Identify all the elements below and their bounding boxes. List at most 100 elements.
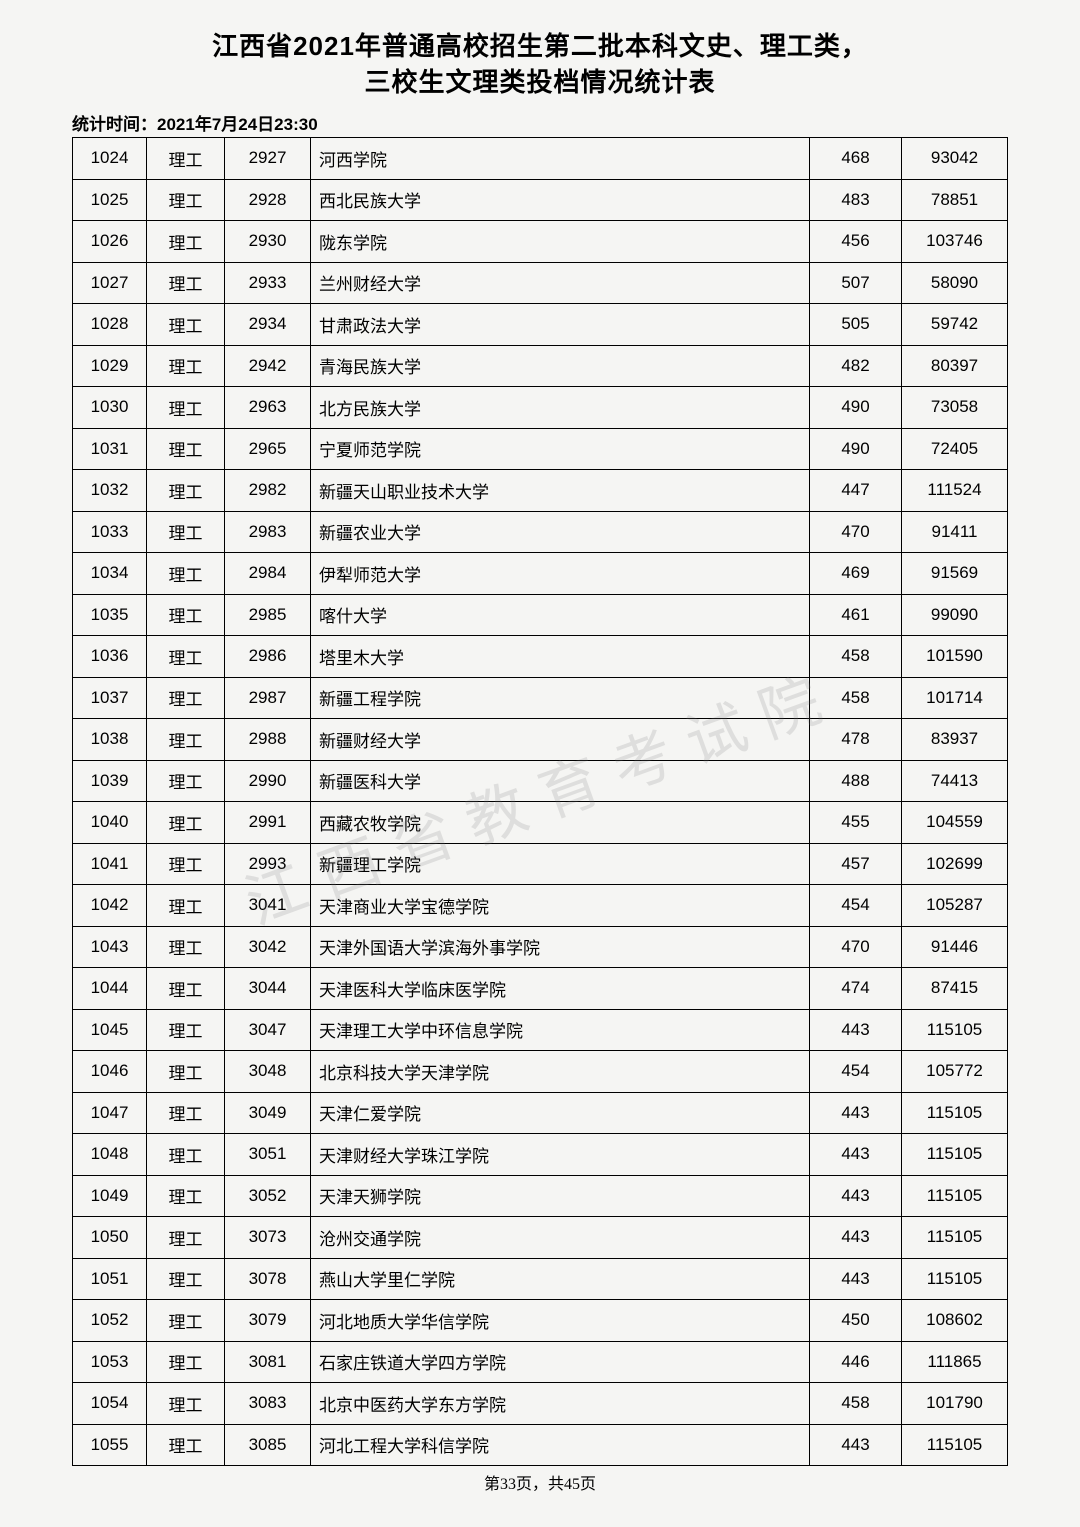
school-code-cell: 2986 — [225, 636, 311, 678]
school-name-cell: 新疆工程学院 — [311, 677, 810, 719]
score-cell: 450 — [810, 1300, 902, 1342]
school-code-cell: 2991 — [225, 802, 311, 844]
school-name-cell: 西藏农牧学院 — [311, 802, 810, 844]
stat-time-value: 2021年7月24日23:30 — [157, 115, 318, 134]
school-name-cell: 新疆医科大学 — [311, 760, 810, 802]
category-cell: 理工 — [147, 636, 225, 678]
category-cell: 理工 — [147, 428, 225, 470]
school-name-cell: 河北工程大学科信学院 — [311, 1424, 810, 1466]
stat-time: 统计时间：2021年7月24日23:30 — [72, 110, 1008, 135]
school-code-cell: 2963 — [225, 387, 311, 429]
school-code-cell: 3073 — [225, 1217, 311, 1259]
rank-cell: 99090 — [902, 594, 1008, 636]
table-row: 1046理工3048北京科技大学天津学院454105772 — [73, 1051, 1008, 1093]
seq-cell: 1052 — [73, 1300, 147, 1342]
table-row: 1050理工3073沧州交通学院443115105 — [73, 1217, 1008, 1259]
school-name-cell: 陇东学院 — [311, 221, 810, 263]
score-cell: 461 — [810, 594, 902, 636]
seq-cell: 1026 — [73, 221, 147, 263]
rank-cell: 73058 — [902, 387, 1008, 429]
score-cell: 507 — [810, 262, 902, 304]
table-row: 1054理工3083北京中医药大学东方学院458101790 — [73, 1383, 1008, 1425]
school-name-cell: 新疆财经大学 — [311, 719, 810, 761]
category-cell: 理工 — [147, 138, 225, 180]
table-body: 1024理工2927河西学院468930421025理工2928西北民族大学48… — [73, 138, 1008, 1466]
category-cell: 理工 — [147, 1051, 225, 1093]
rank-cell: 93042 — [902, 138, 1008, 180]
school-code-cell: 3049 — [225, 1092, 311, 1134]
score-cell: 443 — [810, 1217, 902, 1259]
rank-cell: 101714 — [902, 677, 1008, 719]
school-code-cell: 3078 — [225, 1258, 311, 1300]
seq-cell: 1049 — [73, 1175, 147, 1217]
school-name-cell: 天津外国语大学滨海外事学院 — [311, 926, 810, 968]
seq-cell: 1035 — [73, 594, 147, 636]
score-cell: 470 — [810, 511, 902, 553]
score-cell: 443 — [810, 1175, 902, 1217]
school-name-cell: 石家庄铁道大学四方学院 — [311, 1341, 810, 1383]
table-row: 1043理工3042天津外国语大学滨海外事学院47091446 — [73, 926, 1008, 968]
table-row: 1031理工2965宁夏师范学院49072405 — [73, 428, 1008, 470]
seq-cell: 1030 — [73, 387, 147, 429]
score-cell: 443 — [810, 1009, 902, 1051]
score-cell: 482 — [810, 345, 902, 387]
category-cell: 理工 — [147, 345, 225, 387]
school-code-cell: 3041 — [225, 885, 311, 927]
rank-cell: 111865 — [902, 1341, 1008, 1383]
category-cell: 理工 — [147, 1092, 225, 1134]
school-code-cell: 2927 — [225, 138, 311, 180]
seq-cell: 1055 — [73, 1424, 147, 1466]
table-row: 1037理工2987新疆工程学院458101714 — [73, 677, 1008, 719]
school-code-cell: 3044 — [225, 968, 311, 1010]
rank-cell: 105287 — [902, 885, 1008, 927]
table-row: 1055理工3085河北工程大学科信学院443115105 — [73, 1424, 1008, 1466]
table-row: 1039理工2990新疆医科大学48874413 — [73, 760, 1008, 802]
school-code-cell: 3081 — [225, 1341, 311, 1383]
score-cell: 505 — [810, 304, 902, 346]
page-title: 江西省2021年普通高校招生第二批本科文史、理工类， 三校生文理类投档情况统计表 — [72, 28, 1008, 100]
school-code-cell: 3052 — [225, 1175, 311, 1217]
seq-cell: 1039 — [73, 760, 147, 802]
category-cell: 理工 — [147, 553, 225, 595]
table-row: 1053理工3081石家庄铁道大学四方学院446111865 — [73, 1341, 1008, 1383]
table-row: 1052理工3079河北地质大学华信学院450108602 — [73, 1300, 1008, 1342]
table-row: 1034理工2984伊犁师范大学46991569 — [73, 553, 1008, 595]
table-row: 1033理工2983新疆农业大学47091411 — [73, 511, 1008, 553]
score-cell: 454 — [810, 1051, 902, 1093]
rank-cell: 103746 — [902, 221, 1008, 263]
rank-cell: 104559 — [902, 802, 1008, 844]
data-table: 1024理工2927河西学院468930421025理工2928西北民族大学48… — [72, 137, 1008, 1466]
seq-cell: 1047 — [73, 1092, 147, 1134]
table-row: 1025理工2928西北民族大学48378851 — [73, 179, 1008, 221]
table-row: 1038理工2988新疆财经大学47883937 — [73, 719, 1008, 761]
school-name-cell: 天津财经大学珠江学院 — [311, 1134, 810, 1176]
category-cell: 理工 — [147, 1217, 225, 1259]
school-code-cell: 2942 — [225, 345, 311, 387]
school-name-cell: 河西学院 — [311, 138, 810, 180]
seq-cell: 1028 — [73, 304, 147, 346]
school-code-cell: 3085 — [225, 1424, 311, 1466]
rank-cell: 111524 — [902, 470, 1008, 512]
category-cell: 理工 — [147, 1300, 225, 1342]
school-code-cell: 2988 — [225, 719, 311, 761]
seq-cell: 1046 — [73, 1051, 147, 1093]
seq-cell: 1048 — [73, 1134, 147, 1176]
school-code-cell: 3047 — [225, 1009, 311, 1051]
category-cell: 理工 — [147, 677, 225, 719]
seq-cell: 1050 — [73, 1217, 147, 1259]
score-cell: 455 — [810, 802, 902, 844]
school-code-cell: 2985 — [225, 594, 311, 636]
category-cell: 理工 — [147, 1258, 225, 1300]
seq-cell: 1051 — [73, 1258, 147, 1300]
school-code-cell: 2987 — [225, 677, 311, 719]
table-row: 1045理工3047天津理工大学中环信息学院443115105 — [73, 1009, 1008, 1051]
category-cell: 理工 — [147, 885, 225, 927]
school-name-cell: 兰州财经大学 — [311, 262, 810, 304]
rank-cell: 115105 — [902, 1009, 1008, 1051]
category-cell: 理工 — [147, 221, 225, 263]
school-code-cell: 2982 — [225, 470, 311, 512]
seq-cell: 1041 — [73, 843, 147, 885]
seq-cell: 1029 — [73, 345, 147, 387]
score-cell: 469 — [810, 553, 902, 595]
school-name-cell: 天津商业大学宝德学院 — [311, 885, 810, 927]
